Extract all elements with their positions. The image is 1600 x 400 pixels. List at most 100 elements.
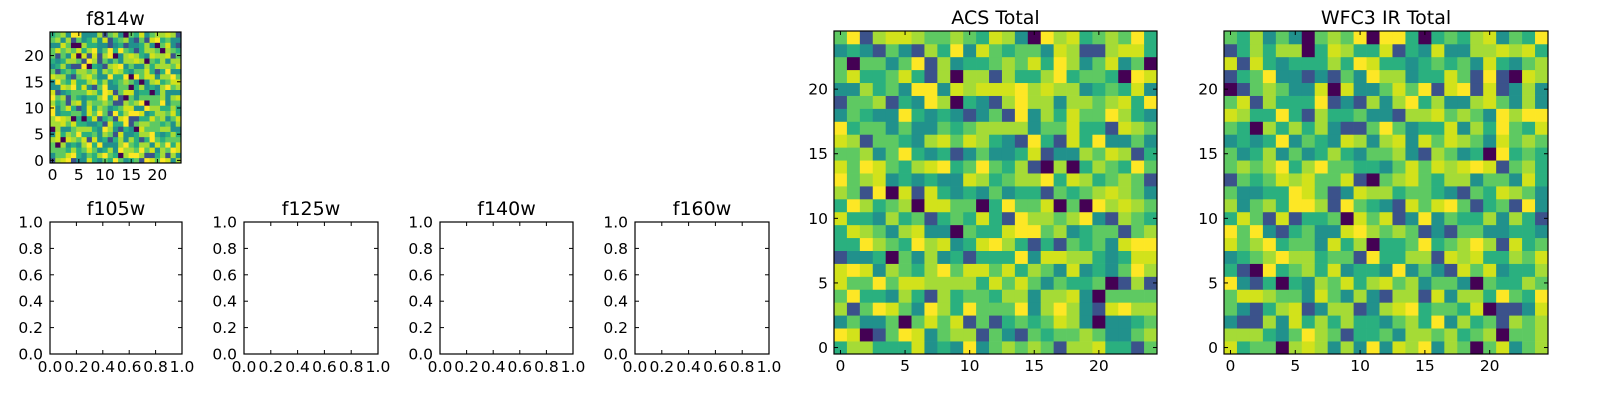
heatmap-cell <box>1105 160 1119 174</box>
heatmap-cell <box>872 43 887 58</box>
heatmap-cell <box>70 147 77 153</box>
heatmap-cell <box>91 37 98 43</box>
heatmap-cell <box>1224 56 1238 71</box>
heatmap-cell <box>1431 69 1445 84</box>
heatmap-cell <box>170 105 177 111</box>
heatmap-cell <box>1327 302 1341 316</box>
heatmap-cell <box>139 52 145 59</box>
y-tick-label: 1.0 <box>212 214 237 232</box>
heatmap-cell <box>859 211 874 226</box>
heatmap-cell <box>1496 263 1510 277</box>
heatmap-cell <box>70 142 77 148</box>
x-tick-label: 1.0 <box>757 358 782 376</box>
heatmap-cell <box>1483 186 1497 200</box>
heatmap-cell <box>81 68 88 75</box>
heatmap-cell <box>1431 198 1445 213</box>
heatmap-cell <box>1470 147 1484 161</box>
heatmap-cell <box>133 126 140 132</box>
heatmap-cell <box>924 134 938 148</box>
heatmap-cell <box>160 152 166 159</box>
heatmap-cell <box>898 95 912 109</box>
heatmap-cell <box>1418 95 1432 109</box>
heatmap-cell <box>1483 250 1497 264</box>
heatmap-cell <box>1301 173 1316 187</box>
heatmap-cell <box>1418 186 1432 200</box>
heatmap-cell <box>1457 147 1471 161</box>
heatmap-cell <box>1066 82 1080 96</box>
heatmap-cell <box>898 31 912 45</box>
x-tick-label: 5 <box>1290 357 1300 375</box>
heatmap-cell <box>70 52 77 59</box>
heatmap-cell <box>86 84 93 90</box>
heatmap-cell <box>144 32 150 38</box>
heatmap-cell <box>1379 263 1393 277</box>
heatmap-cell <box>160 47 166 54</box>
heatmap-cell <box>1105 69 1119 84</box>
heatmap-cell <box>81 110 88 117</box>
heatmap-cell <box>911 250 925 264</box>
heatmap-cell <box>144 121 150 127</box>
heatmap-cell <box>1535 121 1549 135</box>
heatmap-cell <box>81 58 88 64</box>
heatmap-cell <box>1457 31 1471 45</box>
heatmap-cell <box>1444 250 1458 264</box>
heatmap-cell <box>1014 69 1029 84</box>
heatmap-cell <box>846 302 861 316</box>
heatmap-cell <box>144 79 150 85</box>
heatmap-cell <box>1301 289 1316 303</box>
heatmap-cell <box>937 276 951 290</box>
heatmap-cell <box>1224 82 1238 96</box>
heatmap-cell <box>872 95 887 109</box>
heatmap-cell <box>1457 43 1471 58</box>
heatmap-cell <box>144 131 150 138</box>
heatmap-cell <box>112 84 119 90</box>
heatmap-cell <box>1027 276 1042 290</box>
heatmap-cell <box>1392 82 1406 96</box>
heatmap-cell <box>1249 276 1264 290</box>
heatmap-cell <box>1001 250 1016 264</box>
heatmap-cell <box>1431 121 1445 135</box>
heatmap-cell <box>65 94 72 101</box>
heatmap-cell <box>160 126 166 132</box>
heatmap-cell <box>1444 134 1458 148</box>
heatmap-cell <box>133 115 140 122</box>
heatmap-cell <box>175 136 182 143</box>
heatmap-cell <box>950 276 964 290</box>
heatmap-cell <box>1418 315 1432 329</box>
heatmap-cell <box>160 136 166 143</box>
heatmap-cell <box>885 341 899 355</box>
heatmap-cell <box>1314 69 1329 84</box>
heatmap-cell <box>1431 134 1445 148</box>
heatmap-cell <box>55 94 61 101</box>
y-tick-label: 0.8 <box>603 240 628 258</box>
heatmap-cell <box>1053 121 1067 135</box>
heatmap-cell <box>123 63 129 70</box>
x-tick-label: 0.8 <box>339 358 364 376</box>
heatmap-cell <box>1262 121 1277 135</box>
heatmap-cell <box>834 328 848 342</box>
heatmap-cell <box>898 302 912 316</box>
heatmap-cell <box>1066 237 1080 251</box>
heatmap-cell <box>1431 56 1445 71</box>
heatmap-cell <box>170 100 177 106</box>
heatmap-cell <box>1053 69 1067 84</box>
heatmap-cell <box>149 126 156 132</box>
heatmap-cell <box>1314 250 1329 264</box>
heatmap-cell <box>118 32 124 38</box>
heatmap-cell <box>154 110 161 117</box>
heatmap-cell <box>1224 186 1238 200</box>
heatmap-cell <box>50 73 56 80</box>
heatmap-cell <box>160 157 166 164</box>
heatmap-cell <box>165 37 171 43</box>
heatmap-cell <box>1457 108 1471 122</box>
heatmap-cell <box>950 69 964 84</box>
heatmap-cell <box>885 134 899 148</box>
heatmap-cell <box>112 68 119 75</box>
heatmap-cell <box>1040 134 1054 148</box>
heatmap-cell <box>91 100 98 106</box>
heatmap-cell <box>1418 69 1432 84</box>
heatmap-cell <box>1431 147 1445 161</box>
heatmap-cell <box>149 147 156 153</box>
heatmap-cell <box>1144 289 1158 303</box>
heatmap-cell <box>1496 302 1510 316</box>
